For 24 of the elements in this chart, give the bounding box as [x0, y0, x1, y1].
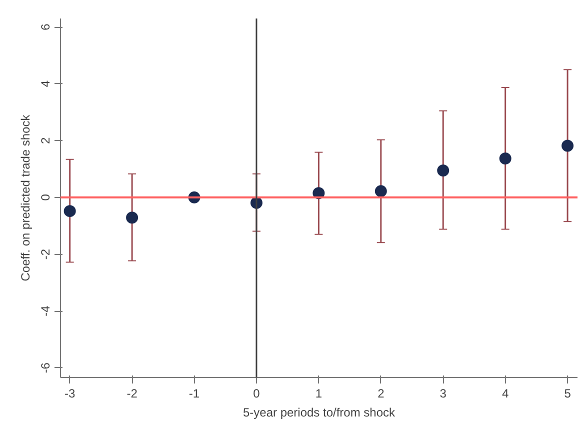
- x-tick-label: 3: [440, 386, 447, 400]
- y-axis-title: Coeff. on predicted trade shock: [18, 114, 32, 282]
- y-tick-label: 0: [38, 194, 52, 201]
- x-tick-label: 1: [315, 386, 322, 400]
- point: [499, 152, 512, 165]
- y-tick-label: 6: [38, 23, 52, 30]
- y-tick-label: 2: [38, 136, 52, 144]
- y-tick-label: 4: [38, 80, 52, 88]
- point: [126, 212, 138, 224]
- x-tick-label: 2: [378, 386, 385, 400]
- x-tick-label: 4: [502, 386, 509, 400]
- x-tick-label: -1: [188, 386, 200, 400]
- y-tick-label: -2: [38, 248, 52, 260]
- x-tick-label: -3: [64, 386, 76, 400]
- point: [64, 205, 76, 218]
- x-tick-label: 0: [253, 386, 260, 400]
- point: [437, 164, 450, 176]
- x-tick-label: 5: [564, 386, 572, 400]
- x-tick-label: -2: [126, 386, 138, 400]
- x-axis-title: 5-year periods to/from shock: [242, 406, 396, 420]
- point: [562, 140, 574, 152]
- point: [374, 185, 387, 198]
- y-tick-label: -4: [38, 305, 52, 316]
- y-tick-label: -6: [38, 362, 52, 374]
